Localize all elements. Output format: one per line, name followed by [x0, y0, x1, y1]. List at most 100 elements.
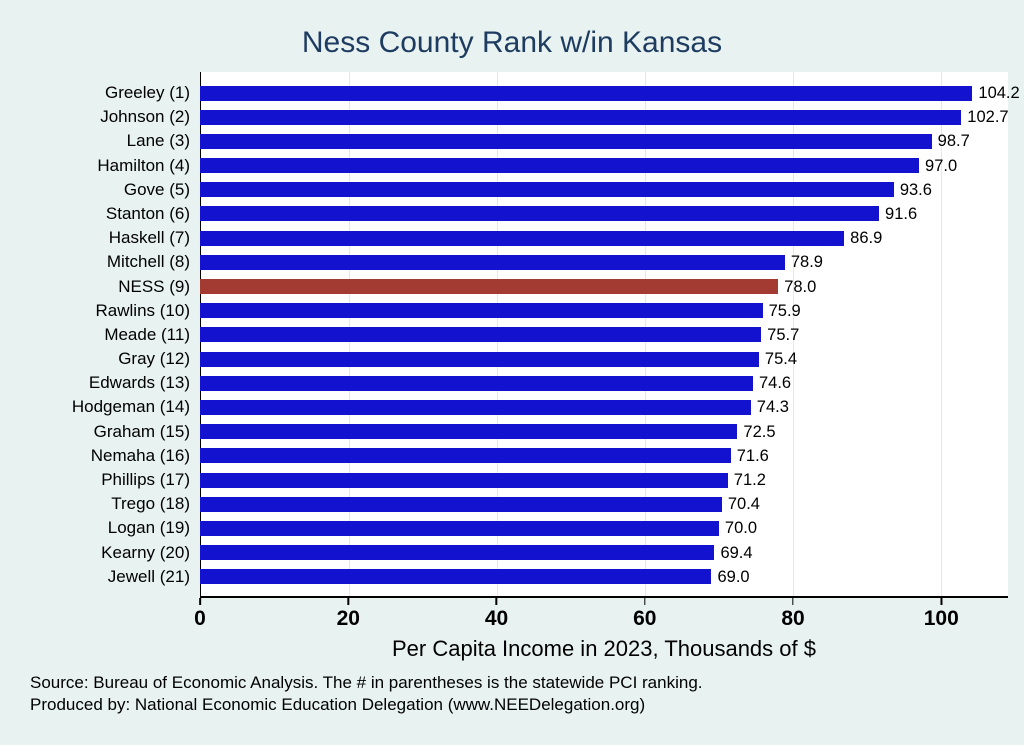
bar-track: 70.0 — [200, 519, 1008, 538]
bar-track: 97.0 — [200, 156, 1008, 175]
tick-label: 20 — [336, 607, 360, 630]
bar — [200, 133, 932, 149]
category-label: Graham (15) — [93, 421, 190, 441]
bar-track: 102.7 — [200, 108, 1009, 127]
tick-mark — [199, 598, 201, 605]
value-label: 75.9 — [768, 301, 801, 320]
bar-row: Hamilton (4) 97.0 — [0, 156, 1008, 175]
bar-rows: Greeley (1) 104.2 Johnson (2) 102.7 Lane (3)… — [0, 72, 1020, 598]
bar-row: Gray (12) 75.4 — [0, 350, 1008, 367]
value-label: 72.5 — [743, 422, 776, 441]
bar-row: Gove (5) 93.6 — [0, 179, 1008, 199]
category-label: Jewell (21) — [107, 566, 190, 586]
value-label: 86.9 — [850, 229, 883, 248]
bar — [200, 472, 728, 488]
bar-track: 98.7 — [200, 132, 1008, 151]
chart-title: Ness County Rank w/in Kansas — [301, 26, 723, 59]
source-note: Source: Bureau of Economic Analysis. The… — [30, 673, 703, 692]
category-label: Johnson (2) — [100, 107, 190, 127]
value-label: 71.6 — [736, 446, 769, 465]
value-label: 98.7 — [937, 132, 970, 151]
bar-row: Rawlins (10) 75.9 — [0, 300, 1008, 320]
value-label: 104.2 — [978, 84, 1020, 102]
bar-track: 104.2 — [200, 85, 1020, 101]
bar — [200, 303, 763, 319]
value-label: 78.9 — [790, 253, 823, 272]
bar — [200, 448, 731, 464]
bar-track: 75.7 — [200, 327, 1008, 343]
footer-notes: Source: Bureau of Economic Analysis. The… — [30, 672, 703, 716]
x-tick: 0 — [194, 598, 206, 631]
tick-mark — [495, 598, 498, 605]
category-label: Logan (19) — [107, 518, 190, 538]
bar-row: Lane (3) 98.7 — [0, 132, 1008, 151]
bar-track: 93.6 — [200, 182, 1008, 198]
bar-row: Hodgeman (14) 74.3 — [0, 397, 1008, 417]
value-label: 78.0 — [784, 277, 817, 296]
value-label: 69.4 — [720, 543, 753, 562]
category-label: Greeley (1) — [104, 83, 190, 102]
category-label: Edwards (13) — [88, 373, 190, 393]
category-label: Hodgeman (14) — [71, 397, 190, 417]
category-label: NESS (9) — [118, 276, 190, 296]
gridline — [941, 72, 943, 596]
category-label: Gove (5) — [123, 179, 190, 199]
bar-track: 71.2 — [200, 472, 1008, 488]
bar — [200, 109, 962, 125]
producer-note: Produced by: National Economic Education… — [30, 695, 646, 714]
bar-row: Edwards (13) 74.6 — [0, 373, 1008, 393]
tick-mark — [347, 598, 349, 605]
tick-label: 80 — [781, 607, 805, 630]
bar — [200, 351, 759, 367]
bar — [200, 569, 712, 585]
value-label: 74.3 — [756, 398, 789, 417]
category-label: Kearny (20) — [101, 542, 190, 562]
bar — [200, 230, 845, 246]
category-label: Mitchell (8) — [106, 252, 190, 272]
bar — [200, 85, 973, 101]
bar — [200, 254, 785, 270]
bar — [200, 545, 715, 561]
bar — [200, 206, 880, 222]
x-axis-title: Per Capita Income in 2023, Thousands of … — [392, 636, 816, 661]
value-label: 91.6 — [885, 204, 918, 223]
highlight-bar — [200, 279, 779, 294]
bar-row: Trego (18) 70.4 — [0, 495, 1008, 512]
bar-track: 75.9 — [200, 301, 1008, 320]
bar-row: Phillips (17) 71.2 — [0, 471, 1008, 488]
value-label: 102.7 — [967, 108, 1009, 127]
bar-track: 69.0 — [200, 569, 1008, 585]
bar — [200, 496, 722, 512]
bar-row: Logan (19) 70.0 — [0, 518, 1008, 538]
bar-track: 86.9 — [200, 230, 1008, 246]
bar-row: Nemaha (16) 71.6 — [0, 445, 1008, 465]
tick-mark — [644, 598, 646, 605]
x-tick: 60 — [633, 598, 656, 631]
x-tick: 40 — [485, 598, 508, 631]
bar-track: 70.4 — [200, 496, 1008, 512]
tick-label: 40 — [484, 607, 509, 630]
x-tick: 80 — [781, 598, 805, 631]
bar — [200, 327, 762, 343]
value-label: 75.7 — [767, 325, 800, 344]
value-label: 93.6 — [899, 180, 932, 199]
bar-track: 71.6 — [200, 448, 1008, 464]
x-axis-ticks: 0 20 40 60 80 100 — [194, 598, 1008, 634]
bar — [200, 424, 738, 440]
value-label: 70.0 — [724, 519, 758, 538]
bar — [200, 182, 894, 198]
category-label: Rawlins (10) — [95, 300, 190, 320]
value-label: 71.2 — [733, 471, 766, 489]
bar-track: 78.9 — [200, 253, 1008, 272]
bar — [200, 520, 719, 536]
tick-mark — [940, 598, 943, 605]
category-label: Stanton (6) — [105, 203, 190, 223]
category-label: Nemaha (16) — [90, 445, 190, 465]
tick-label: 60 — [633, 607, 657, 630]
bar-row: Stanton (6) 91.6 — [0, 203, 1008, 223]
value-label: 70.4 — [727, 495, 760, 514]
value-label: 97.0 — [925, 156, 958, 175]
bar-row: Haskell (7) 86.9 — [0, 229, 1008, 246]
bar-row: Greeley (1) 104.2 — [0, 83, 1020, 102]
